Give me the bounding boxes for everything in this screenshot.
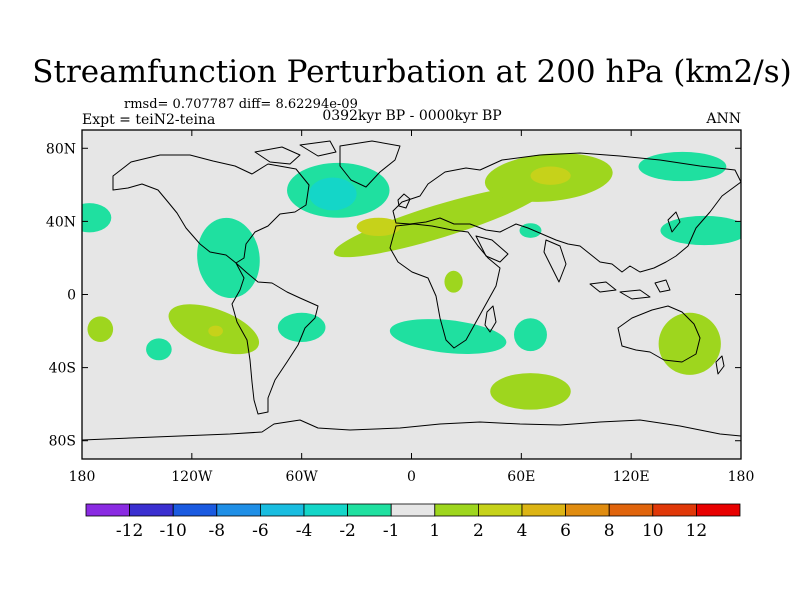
colorbar-label: 2 — [473, 521, 484, 541]
anomaly-southern-ocean-positive — [490, 373, 571, 410]
colorbar-label: -4 — [296, 521, 313, 541]
anomaly-middle-east-negative — [519, 223, 542, 238]
x-tick-label: 120E — [613, 469, 650, 485]
colorbar-swatch — [390, 503, 436, 517]
anomaly-atlantic-eurasia-positive-belt — [333, 185, 545, 258]
colorbar-swatch — [303, 503, 348, 517]
colorbar-label: 1 — [429, 521, 440, 541]
colorbar-swatch — [565, 503, 610, 517]
y-tick-label: 40S — [49, 361, 76, 377]
colorbar-label: 12 — [686, 521, 708, 541]
period-label: 0392kyr BP - 0000kyr BP — [322, 108, 501, 124]
x-tick-label: 180 — [69, 469, 96, 485]
colorbar-swatch — [608, 503, 654, 517]
anomaly-south-atlantic-negative — [277, 312, 326, 343]
coast-madagascar — [484, 305, 497, 333]
colorbar-swatch — [652, 503, 697, 517]
colorbar-label: -2 — [339, 521, 356, 541]
coast-australia — [617, 305, 701, 363]
x-tick-label: 0 — [407, 469, 416, 485]
x-tick-label: 60E — [507, 469, 535, 485]
colorbar-label: -8 — [209, 521, 226, 541]
stats-line: rmsd= 0.707787 diff= 8.62294e-09 — [124, 97, 358, 112]
colorbar-swatch — [259, 503, 305, 517]
coast-new-zealand — [715, 355, 725, 375]
coast-japan — [667, 211, 681, 233]
coast-arabia — [475, 235, 509, 263]
colorbar-swatch — [696, 503, 741, 517]
colorbar-swatch — [85, 503, 130, 517]
anomaly-south-pacific-negative — [146, 338, 172, 361]
season-label: ANN — [705, 111, 741, 127]
colorbar-swatch — [172, 503, 218, 517]
coast-south-america — [231, 262, 319, 415]
anomaly-east-pacific-positive-core — [208, 325, 223, 337]
colorbar-label: 10 — [642, 521, 664, 541]
colorbar-label: -10 — [160, 521, 187, 541]
colorbar-swatch — [216, 503, 261, 517]
colorbar-swatch — [129, 503, 174, 517]
y-tick-label: 0 — [67, 288, 76, 304]
colorbar-swatch — [434, 503, 479, 517]
anomaly-north-pacific-negative — [660, 215, 741, 246]
coast-indonesia — [589, 279, 671, 300]
anomaly-northeast-pacific-negative — [638, 151, 727, 182]
x-tick-label: 60W — [286, 469, 319, 485]
colorbar: -12 -10 -8 -6 -4 -2 -1 1 2 4 6 8 10 12 — [85, 503, 741, 541]
colorbar-label: -12 — [116, 521, 143, 541]
coast-antarctica — [82, 419, 741, 441]
anomaly-west-pacific-negative — [82, 203, 112, 233]
map-background — [82, 130, 741, 459]
coast-india — [543, 239, 567, 283]
coast-british-isles — [397, 193, 411, 209]
colorbar-label: 8 — [604, 521, 615, 541]
coast-arctic-islands — [254, 140, 337, 165]
colorbar-label: 6 — [560, 521, 571, 541]
y-tick-label: 80S — [49, 434, 76, 450]
chart-title: Streamfunction Perturbation at 200 hPa (… — [32, 54, 791, 90]
coast-africa — [389, 223, 501, 349]
coast-eurasia — [392, 152, 741, 273]
anomaly-south-pacific-positive — [87, 316, 114, 343]
experiment-label: Expt = teiN2-teina — [82, 112, 215, 128]
coastlines — [82, 140, 741, 441]
anomaly-atlantic-positive-core — [356, 217, 401, 237]
x-tick-label: 120W — [171, 469, 213, 485]
coast-north-america — [112, 154, 310, 264]
anomaly-north-atlantic-negative-core — [308, 177, 357, 211]
colorbar-label: -6 — [252, 521, 269, 541]
coast-greenland — [339, 140, 401, 188]
colorbar-swatch — [521, 503, 566, 517]
anomaly-south-africa-negative — [389, 319, 507, 355]
colorbar-swatch — [347, 503, 392, 517]
anomaly-australia-positive — [658, 312, 721, 375]
x-tick-label: 180 — [728, 469, 755, 485]
colorbar-swatch — [477, 503, 523, 517]
anomaly-sahara-positive — [444, 270, 463, 293]
colorbar-label: -1 — [383, 521, 400, 541]
axis-ticks: 180 120W 60W 0 60E 120E 180 80N 40N 0 40S 80S — [46, 130, 754, 485]
y-tick-label: 40N — [46, 214, 76, 230]
anomaly-indian-ocean-negative — [514, 318, 547, 352]
anomaly-siberia-positive-core — [530, 166, 571, 185]
colorbar-label: 4 — [517, 521, 528, 541]
y-tick-label: 80N — [46, 141, 76, 157]
